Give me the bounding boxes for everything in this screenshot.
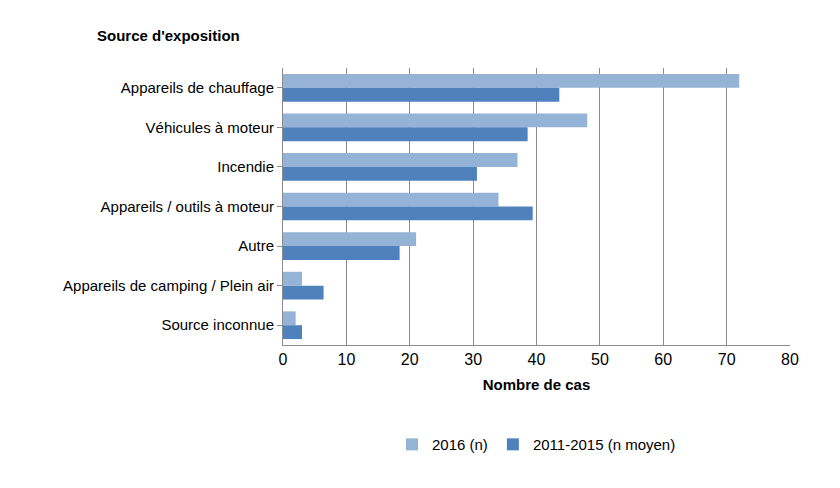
svg-text:Source d'exposition: Source d'exposition [97,27,240,44]
svg-text:20: 20 [401,351,419,368]
svg-text:70: 70 [718,351,736,368]
svg-text:50: 50 [591,351,609,368]
svg-text:Appareils / outils à moteur: Appareils / outils à moteur [101,198,274,215]
svg-text:Appareils de camping / Plein a: Appareils de camping / Plein air [63,277,274,294]
svg-text:Autre: Autre [238,237,274,254]
svg-text:Nombre de cas: Nombre de cas [483,376,591,393]
svg-text:Source inconnue: Source inconnue [161,316,274,333]
svg-text:40: 40 [528,351,546,368]
svg-text:Véhicules à moteur: Véhicules à moteur [146,119,274,136]
svg-text:2011-2015 (n moyen): 2011-2015 (n moyen) [533,436,675,453]
svg-text:2016 (n): 2016 (n) [432,436,488,453]
svg-text:Appareils de chauffage: Appareils de chauffage [121,79,274,96]
svg-text:0: 0 [279,351,288,368]
svg-text:10: 10 [337,351,355,368]
svg-text:30: 30 [464,351,482,368]
svg-text:60: 60 [654,351,672,368]
svg-text:Incendie: Incendie [217,158,274,175]
svg-text:80: 80 [781,351,799,368]
